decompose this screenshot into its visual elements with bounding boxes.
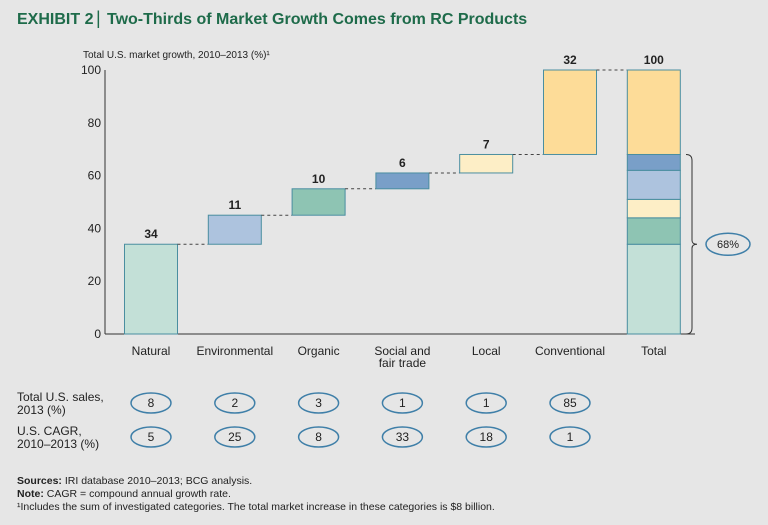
category-label: Organic [298,344,340,358]
table-value: 1 [483,396,490,410]
value-ellipse [465,426,507,448]
table-value: 5 [148,430,155,444]
value-label: 34 [144,227,158,241]
table-value: 1 [399,396,406,410]
category-label: fair trade [379,356,427,370]
table-value: 33 [396,430,410,444]
title-separator: | [96,8,101,28]
y-tick-label: 40 [88,221,102,235]
cagr-note: Note: CAGR = compound annual growth rate… [17,488,231,500]
table-value: 1 [567,430,574,444]
category-label: Total [641,344,666,358]
table-value: 85 [563,396,577,410]
sources-note: Sources: IRI database 2010–2013; BCG ana… [17,475,252,487]
table-value: 2 [231,396,238,410]
y-tick-label: 60 [88,169,102,183]
category-label: Social and [374,344,430,358]
value-ellipse [214,392,256,414]
category-label: Natural [132,344,171,358]
y-tick-label: 100 [81,63,101,77]
value-label: 11 [228,198,241,212]
exhibit-label: EXHIBIT 2 [17,11,94,28]
exhibit-title: Two-Thirds of Market Growth Comes from R… [107,11,527,28]
bar-organic [291,188,346,216]
category-label: Conventional [535,344,605,358]
footnote-1: ¹Includes the sum of investigated catego… [17,501,495,513]
row-label: U.S. CAGR, [17,424,82,438]
value-label: 7 [483,137,490,151]
row-label: 2010–2013 (%) [17,437,99,451]
value-ellipse [297,392,340,414]
value-ellipse [549,426,591,448]
percent-ellipse [705,232,751,256]
value-label: 100 [644,53,664,67]
value-ellipse [130,426,172,448]
table-value: 25 [228,430,242,444]
value-ellipse [549,392,591,414]
value-ellipse [297,426,340,448]
value-ellipse [214,426,256,448]
table-value: 18 [480,430,494,444]
bar-natural [124,243,178,335]
value-ellipse [381,426,424,448]
bracket-label: 68% [717,239,739,251]
total-segment-environmental [626,169,681,200]
table-value: 3 [315,396,322,410]
value-label: 6 [399,156,406,170]
total-segment-organic [626,217,681,245]
value-ellipse [130,392,172,414]
value-ellipse [381,392,424,414]
row-label: Total U.S. sales, [17,390,104,404]
brace [685,153,698,335]
value-label: 32 [563,53,577,67]
total-segment-conventional [626,69,681,155]
bar-environmental [207,214,262,245]
y-tick-label: 0 [94,327,101,341]
y-tick-label: 20 [88,274,102,288]
value-ellipse [465,392,507,414]
category-label: Local [472,344,501,358]
bar-conventional [543,69,597,155]
total-segment-social-and-fair-trade [626,153,681,171]
y-tick-label: 80 [88,116,102,130]
table-value: 8 [315,430,322,444]
value-label: 10 [312,172,326,186]
row-label: 2013 (%) [17,403,66,417]
category-label: Environmental [196,344,273,358]
total-segment-natural [626,243,681,335]
total-segment-local [626,198,681,219]
y-axis-label: Total U.S. market growth, 2010–2013 (%)¹ [83,50,270,61]
bar-social-and-fair-trade [375,172,430,190]
table-value: 8 [148,396,155,410]
bar-local [459,153,514,174]
